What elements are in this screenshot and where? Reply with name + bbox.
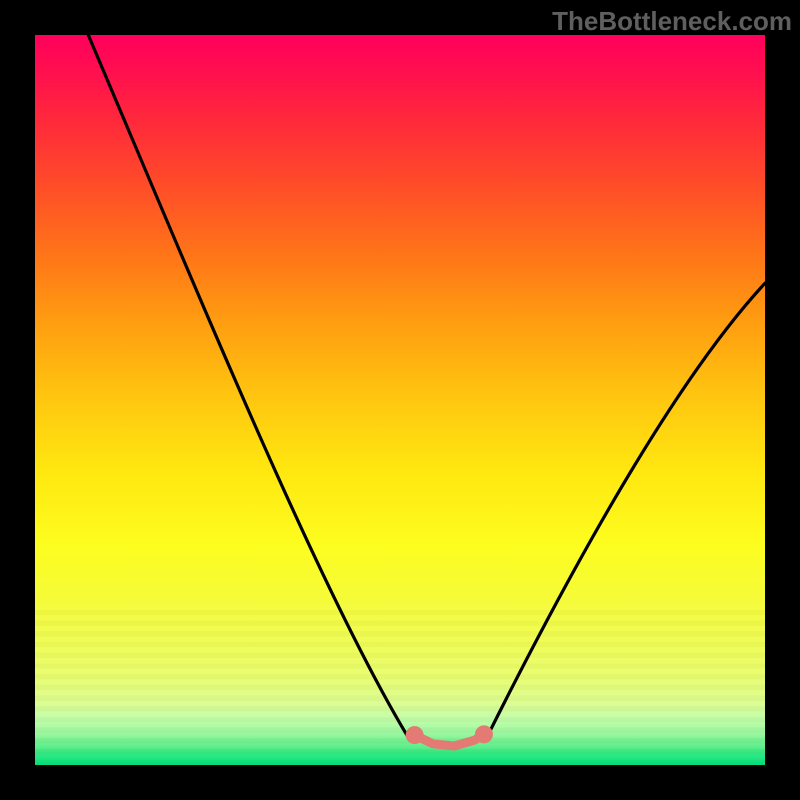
- curve-right-branch: [488, 283, 765, 736]
- curve-layer: [35, 35, 765, 765]
- watermark-text: TheBottleneck.com: [552, 6, 792, 37]
- plot-area: [35, 35, 765, 765]
- bottleneck-highlight-dot: [475, 725, 493, 743]
- bottleneck-highlight-dot: [406, 726, 424, 744]
- bottleneck-highlight-line: [415, 734, 484, 746]
- chart-stage: TheBottleneck.com: [0, 0, 800, 800]
- curve-left-branch: [88, 35, 407, 736]
